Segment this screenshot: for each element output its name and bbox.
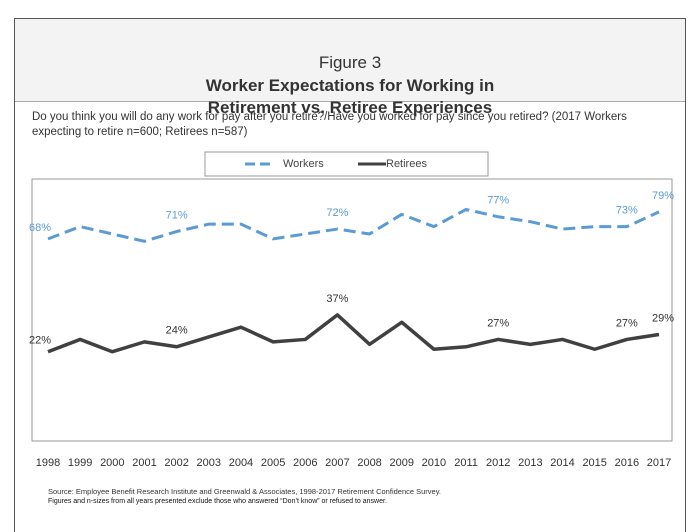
legend-label: Retirees xyxy=(386,158,427,170)
x-tick-label: 2012 xyxy=(486,457,510,469)
data-label: 79% xyxy=(652,190,674,202)
header: Figure 3 Worker Expectations for Working… xyxy=(15,19,685,117)
x-tick-label: 2010 xyxy=(422,457,446,469)
x-tick-label: 1999 xyxy=(68,457,92,469)
data-label: 37% xyxy=(326,293,348,305)
x-tick-label: 2007 xyxy=(325,457,349,469)
data-label: 71% xyxy=(166,209,188,221)
data-label: 24% xyxy=(166,325,188,337)
x-tick-label: 2003 xyxy=(197,457,221,469)
x-tick-label: 1998 xyxy=(36,457,60,469)
data-label: 22% xyxy=(29,335,51,347)
series-line xyxy=(47,313,660,354)
x-tick-label: 2017 xyxy=(647,457,671,469)
x-tick-label: 2008 xyxy=(357,457,381,469)
chart-title: Worker Expectations for Working in Retir… xyxy=(205,76,495,117)
note: Figures and n-sizes from all years prese… xyxy=(48,498,387,505)
x-tick-label: 2001 xyxy=(132,457,156,469)
data-label: 73% xyxy=(616,205,638,217)
x-tick-label: 2015 xyxy=(582,457,606,469)
source: Source: Employee Benefit Research Instit… xyxy=(48,487,441,496)
x-tick-label: 2011 xyxy=(454,457,478,469)
x-tick-label: 2009 xyxy=(389,457,413,469)
data-label: 27% xyxy=(616,317,638,329)
figure-label: Figure 3 xyxy=(318,53,382,72)
data-label: 77% xyxy=(487,195,509,207)
plot-frame xyxy=(31,178,673,442)
data-label: 29% xyxy=(652,312,674,324)
x-tick-label: 2006 xyxy=(293,457,317,469)
data-label: 68% xyxy=(29,222,51,234)
x-tick-label: 2004 xyxy=(229,457,253,469)
x-tick-label: 2005 xyxy=(261,457,285,469)
x-tick-label: 2002 xyxy=(164,457,188,469)
x-tick-label: 2016 xyxy=(615,457,639,469)
x-tick-label: 2000 xyxy=(100,457,124,469)
series-line xyxy=(47,207,660,243)
legend-label: Workers xyxy=(283,158,324,170)
frame xyxy=(14,18,686,532)
x-tick-label: 2013 xyxy=(518,457,542,469)
subtitle: Do you think you will do any work for pa… xyxy=(32,111,627,138)
data-label: 27% xyxy=(487,317,509,329)
data-label: 72% xyxy=(326,207,348,219)
x-tick-label: 2014 xyxy=(550,457,574,469)
